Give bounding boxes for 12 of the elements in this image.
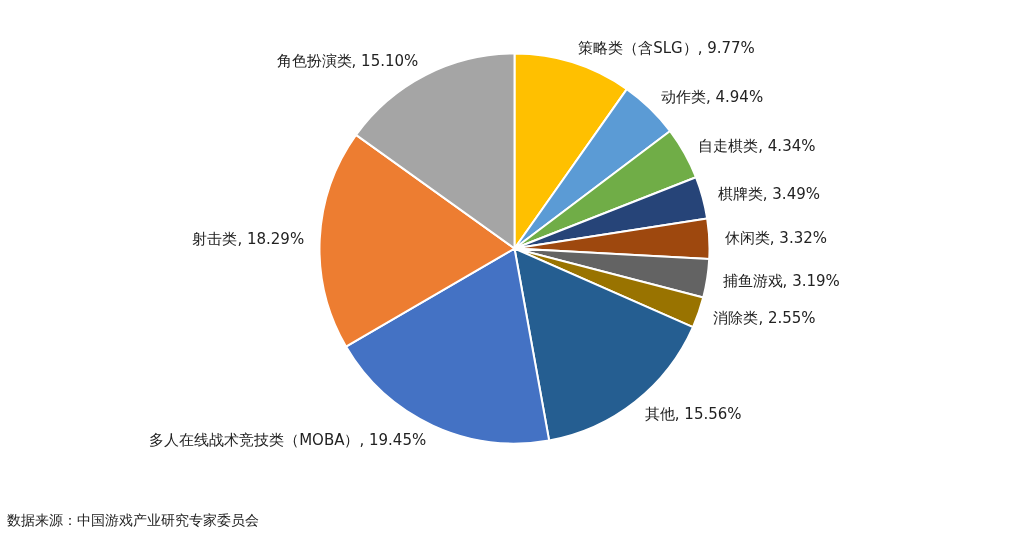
slice-label: 多人在线战术竞技类（MOBA）, 19.45% — [149, 430, 427, 449]
slice-label: 棋牌类, 3.49% — [717, 184, 820, 203]
source-note: 数据来源：中国游戏产业研究专家委员会 — [6, 511, 259, 528]
slice-label: 消除类, 2.55% — [713, 308, 816, 327]
slice-label: 射击类, 18.29% — [192, 229, 305, 248]
slice-label: 自走棋类, 4.34% — [698, 136, 816, 155]
slice-label: 策略类（含SLG）, 9.77% — [578, 38, 755, 57]
slice-label: 捕鱼游戏, 3.19% — [722, 271, 840, 290]
slice-label: 休闲类, 3.32% — [724, 228, 828, 247]
slice-label: 动作类, 4.94% — [660, 88, 764, 107]
slice-label: 角色扮演类, 15.10% — [276, 52, 419, 71]
slice-label: 其他, 15.56% — [644, 404, 742, 423]
